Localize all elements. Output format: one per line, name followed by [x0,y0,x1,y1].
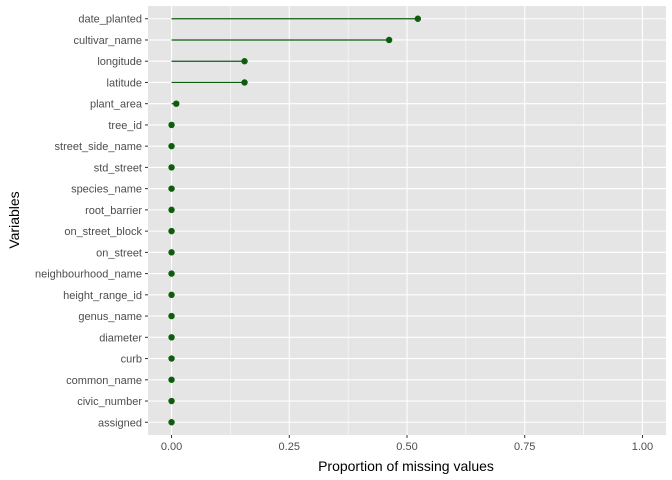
lollipop-point [168,270,175,277]
lollipop-point [385,36,393,44]
y-tick-label: latitude [107,77,142,89]
lollipop-point [168,142,175,150]
y-tick-label: date_planted [78,14,142,26]
y-tick-label: cultivar_name [74,35,142,47]
y-axis-labels: date_planted cultivar_name longitude latitu… [35,14,148,429]
y-tick-label: curb [121,354,142,366]
lollipop-point [168,185,175,192]
x-tick-label: 0.00 [161,441,182,453]
y-tick-label: longitude [97,56,142,68]
lollipop-point [241,79,248,86]
lollipop-point [168,121,175,129]
x-tick-label: 0.75 [514,441,535,453]
lollipop-point [168,227,175,235]
lollipop-point [414,15,422,22]
gridlines [148,6,666,435]
y-axis-title: Variables [6,191,22,248]
lollipop-point [168,376,175,383]
y-tick-label: diameter [99,332,142,344]
y-tick-label: street_side_name [55,141,142,153]
y-tick-label: neighbourhood_name [35,269,142,281]
x-tick-label: 1.00 [632,441,653,453]
x-tick-label: 0.25 [279,441,300,453]
lollipop-point [168,206,175,214]
lollipop-point [168,334,175,341]
lollipop-point [168,419,175,426]
lollipop-point [168,164,175,171]
y-tick-label: tree_id [108,120,142,132]
y-tick-label: on_street_block [64,226,142,238]
y-tick-label: assigned [98,417,142,429]
lollipop-point [168,355,175,362]
x-axis-title: Proportion of missing values [318,458,494,474]
y-tick-label: on_street [96,247,142,259]
lollipop-point [168,312,175,320]
lollipop-point [173,100,180,107]
y-tick-label: civic_number [77,396,142,408]
y-tick-label: species_name [71,184,142,196]
x-tick-label: 0.50 [396,441,417,453]
lollipop-point [168,249,175,256]
x-axis-labels: 0.00 0.25 0.50 0.75 1.00 [161,435,653,453]
y-tick-label: genus_name [78,311,142,323]
y-tick-label: plant_area [90,99,143,111]
lollipop-point [168,291,175,299]
lollipop-point [241,58,248,65]
lollipop-point [168,397,175,405]
y-tick-label: std_street [94,162,142,174]
data-marks [168,15,422,426]
y-tick-label: common_name [66,375,142,387]
y-tick-label: root_barrier [85,205,142,217]
y-tick-label: height_range_id [63,290,142,302]
